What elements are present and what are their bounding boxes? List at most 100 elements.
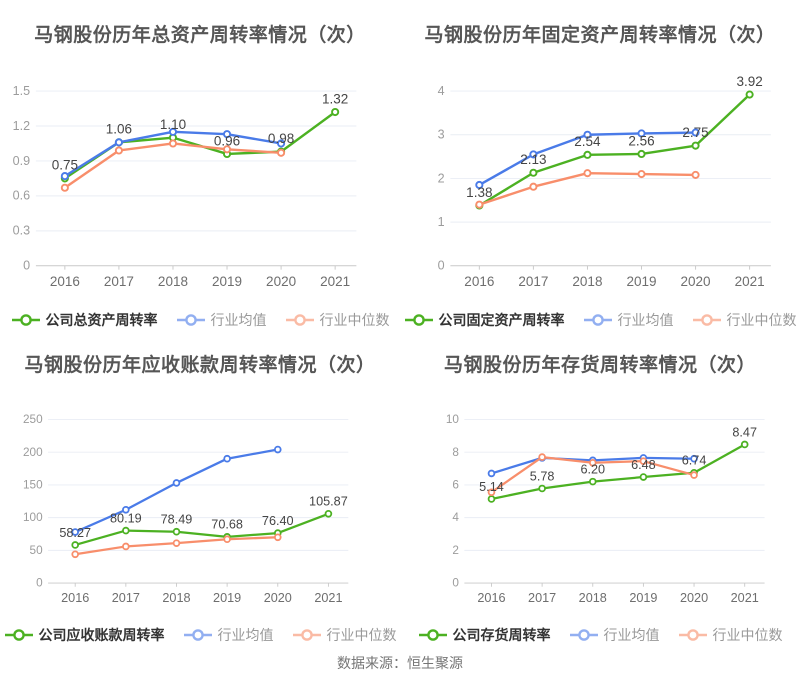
svg-text:2018: 2018	[579, 591, 607, 605]
chart-title: 马钢股份历年固定资产周转率情况（次）	[424, 24, 776, 46]
svg-text:4: 4	[438, 83, 445, 97]
svg-text:2020: 2020	[681, 274, 711, 289]
svg-text:78.49: 78.49	[161, 512, 193, 526]
svg-text:2017: 2017	[112, 591, 140, 605]
svg-text:5.14: 5.14	[479, 479, 504, 493]
legend-line-marker-icon	[569, 629, 598, 641]
legend-line-marker-icon	[183, 629, 212, 641]
svg-text:2019: 2019	[629, 591, 657, 605]
svg-text:2016: 2016	[50, 274, 80, 289]
svg-text:0: 0	[438, 258, 445, 272]
svg-text:2016: 2016	[477, 591, 505, 605]
svg-text:1.2: 1.2	[13, 118, 30, 132]
chart-title: 马钢股份历年总资产周转率情况（次）	[34, 24, 366, 46]
legend-label: 行业均值	[603, 627, 660, 643]
svg-text:105.87: 105.87	[309, 494, 348, 508]
legend-line-marker-icon	[292, 629, 321, 641]
svg-text:2021: 2021	[731, 591, 759, 605]
legend-line-marker-icon	[176, 314, 205, 326]
svg-text:10: 10	[446, 413, 460, 426]
legend-item-industry-mean[interactable]: 行业均值	[583, 310, 674, 330]
svg-text:70.68: 70.68	[211, 517, 243, 531]
svg-text:3: 3	[438, 127, 445, 141]
chart-title: 马钢股份历年应收账款周转率情况（次）	[24, 354, 376, 376]
chart-cell-total-asset-turnover: 马钢股份历年总资产周转率情况（次） 0 0.3 0.6 0.9 1.2 1.5 2016 20…	[0, 0, 400, 330]
svg-text:2020: 2020	[264, 591, 292, 605]
legend-label: 公司存货周转率	[452, 627, 551, 643]
legend-label: 公司应收账款周转率	[38, 627, 165, 643]
legend-item-industry-mean[interactable]: 行业均值	[176, 310, 267, 330]
svg-text:1.38: 1.38	[466, 184, 492, 199]
svg-text:6.48: 6.48	[631, 457, 656, 471]
chart-legend: 公司固定资产周转率 行业均值 行业中位数	[400, 310, 800, 330]
svg-text:2.56: 2.56	[628, 133, 654, 148]
chart-title: 马钢股份历年存货周转率情况（次）	[443, 354, 756, 376]
legend-label: 行业均值	[217, 627, 274, 643]
legend-item-industry-median[interactable]: 行业中位数	[285, 310, 390, 330]
svg-text:6.20: 6.20	[580, 462, 605, 476]
svg-text:8: 8	[452, 445, 459, 458]
svg-text:1: 1	[438, 214, 445, 228]
legend-line-marker-icon	[418, 629, 447, 641]
svg-text:4: 4	[452, 511, 459, 524]
chart-cell-receivables-turnover: 马钢股份历年应收账款周转率情况（次） 0 50 100 150 200 250 2016 20…	[0, 330, 400, 645]
svg-text:2021: 2021	[735, 274, 765, 289]
svg-text:50: 50	[30, 544, 44, 557]
svg-text:2018: 2018	[162, 591, 190, 605]
legend-line-marker-icon	[692, 314, 721, 326]
svg-text:2018: 2018	[158, 274, 188, 289]
svg-text:2020: 2020	[266, 274, 296, 289]
legend-label: 行业中位数	[319, 312, 390, 328]
legend-item-industry-mean[interactable]: 行业均值	[183, 625, 274, 645]
svg-text:0.3: 0.3	[13, 223, 30, 237]
svg-text:150: 150	[23, 478, 43, 491]
legend-line-marker-icon	[404, 314, 433, 326]
chart-cell-fixed-asset-turnover: 马钢股份历年固定资产周转率情况（次） 0 1 2 3 4 2016 2017 2018 2019…	[400, 0, 800, 330]
chart-legend: 公司总资产周转率 行业均值 行业中位数	[0, 310, 400, 330]
svg-text:2017: 2017	[528, 591, 556, 605]
svg-text:0.98: 0.98	[268, 130, 294, 145]
svg-text:1.06: 1.06	[106, 121, 132, 136]
svg-text:76.40: 76.40	[262, 513, 294, 527]
legend-label: 公司固定资产周转率	[438, 312, 565, 328]
svg-text:2019: 2019	[626, 274, 656, 289]
legend-item-company[interactable]: 公司应收账款周转率	[4, 625, 165, 645]
svg-text:0: 0	[452, 576, 459, 589]
svg-text:2019: 2019	[212, 274, 242, 289]
svg-text:8.47: 8.47	[732, 425, 757, 439]
line-chart-inventory-turnover: 0 2 4 6 8 10 2016 2017 2018 2019 2020 2021 5.14 5.78 6…	[446, 413, 765, 605]
charts-grid: 马钢股份历年总资产周转率情况（次） 0 0.3 0.6 0.9 1.2 1.5 2016 20…	[0, 0, 800, 645]
svg-text:2: 2	[452, 544, 459, 557]
svg-text:0: 0	[36, 576, 43, 589]
legend-line-marker-icon	[11, 314, 40, 326]
svg-text:2016: 2016	[61, 591, 89, 605]
legend-item-industry-median[interactable]: 行业中位数	[692, 310, 797, 330]
legend-item-company[interactable]: 公司存货周转率	[418, 625, 551, 645]
legend-item-company[interactable]: 公司固定资产周转率	[404, 310, 565, 330]
svg-text:2020: 2020	[680, 591, 708, 605]
legend-label: 行业均值	[617, 312, 674, 328]
legend-label: 行业中位数	[712, 627, 783, 643]
svg-text:6.74: 6.74	[682, 453, 707, 467]
svg-text:2: 2	[438, 171, 445, 185]
svg-text:2021: 2021	[320, 274, 350, 289]
svg-text:80.19: 80.19	[110, 511, 142, 525]
svg-text:2021: 2021	[314, 591, 342, 605]
chart-cell-inventory-turnover: 马钢股份历年存货周转率情况（次） 0 2 4 6 8 10 2016 2017 2018 2019…	[400, 330, 800, 645]
legend-item-industry-mean[interactable]: 行业均值	[569, 625, 660, 645]
legend-item-company[interactable]: 公司总资产周转率	[11, 310, 158, 330]
chart-legend: 公司应收账款周转率 行业均值 行业中位数	[0, 625, 400, 645]
legend-label: 行业中位数	[326, 627, 397, 643]
legend-item-industry-median[interactable]: 行业中位数	[678, 625, 783, 645]
svg-text:2.75: 2.75	[682, 125, 708, 140]
svg-text:2.13: 2.13	[520, 152, 546, 167]
svg-text:250: 250	[23, 413, 43, 426]
legend-label: 行业均值	[210, 312, 267, 328]
svg-text:58.27: 58.27	[59, 525, 91, 539]
svg-text:1.10: 1.10	[160, 116, 186, 131]
chart-legend: 公司存货周转率 行业均值 行业中位数	[400, 625, 800, 645]
svg-text:2019: 2019	[213, 591, 241, 605]
legend-item-industry-median[interactable]: 行业中位数	[292, 625, 397, 645]
legend-line-marker-icon	[583, 314, 612, 326]
svg-text:0.6: 0.6	[13, 188, 30, 202]
